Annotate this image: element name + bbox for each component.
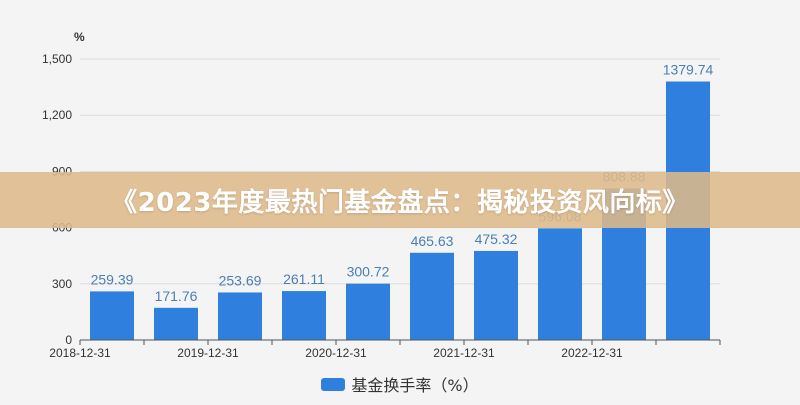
bar-value-label: 261.11 <box>283 271 325 287</box>
bar-value-label: 1379.74 <box>663 62 714 78</box>
banner-title: 《2023年度最热门基金盘点：揭秘投资风向标》 <box>111 187 689 218</box>
bar-value-label: 465.63 <box>411 233 454 249</box>
y-tick-label: 1,500 <box>42 52 72 66</box>
bar <box>154 307 198 340</box>
bar-value-label: 475.32 <box>475 231 518 247</box>
bar <box>282 291 326 340</box>
bar <box>90 291 134 340</box>
bar-value-label: 253.69 <box>219 272 262 288</box>
x-tick-label: 2022-12-31 <box>561 346 623 360</box>
x-tick-label: 2018-12-31 <box>49 346 111 360</box>
bar-value-label: 171.76 <box>155 288 198 304</box>
bar <box>474 250 518 340</box>
bar <box>410 252 454 340</box>
bar-value-label: 300.72 <box>347 264 390 280</box>
y-tick-label: 0 <box>65 333 72 347</box>
x-tick-label: 2021-12-31 <box>433 346 495 360</box>
title-banner: 《2023年度最热门基金盘点：揭秘投资风向标》 <box>0 172 800 228</box>
chart-legend[interactable]: 基金换手率（%） <box>0 372 800 396</box>
bar <box>538 228 582 340</box>
bar <box>218 292 262 340</box>
legend-swatch <box>321 377 346 391</box>
bar <box>346 283 390 340</box>
x-tick-label: 2019-12-31 <box>177 346 239 360</box>
y-tick-label: 300 <box>52 277 72 291</box>
legend-label: 基金换手率（%） <box>351 376 479 395</box>
x-tick-label: 2020-12-31 <box>305 346 367 360</box>
bar-value-label: 259.39 <box>91 271 134 287</box>
y-axis-unit: % <box>74 30 85 44</box>
y-tick-label: 1,200 <box>42 108 72 122</box>
